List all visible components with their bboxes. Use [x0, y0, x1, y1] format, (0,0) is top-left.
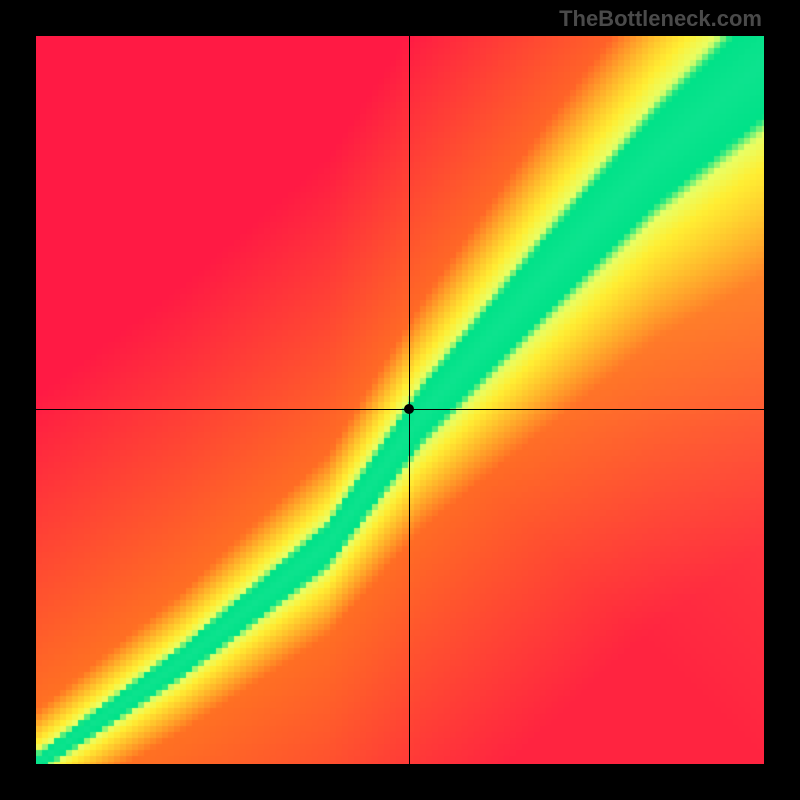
watermark-label: TheBottleneck.com — [559, 6, 762, 32]
chart-container: TheBottleneck.com — [0, 0, 800, 800]
gradient-heatmap — [36, 36, 764, 764]
